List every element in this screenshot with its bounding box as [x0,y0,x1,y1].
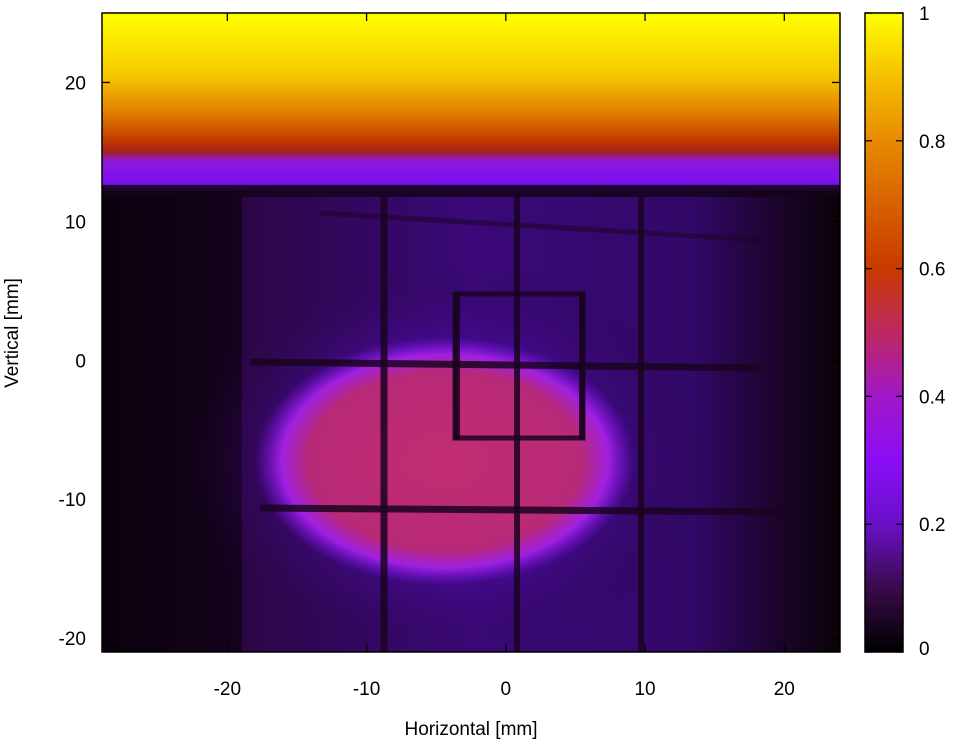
wire-horizontal [319,210,761,243]
x-tick-label: -20 [214,679,241,700]
inner-rectangle [452,291,586,441]
y-tick-label: 20 [65,73,86,94]
grid-wires [249,195,781,652]
x-tick-label: 0 [501,679,512,700]
wire-horizontal [259,504,781,516]
x-ticks: -20 -10 0 10 20 [214,13,795,700]
x-axis-label: Horizontal [mm] [404,719,537,740]
wire-horizontal [249,358,761,372]
y-tick-label: -20 [59,629,86,650]
y-tick-label: 10 [65,212,86,233]
y-ticks: -20 -10 0 10 20 [59,73,840,650]
colorbar-ticks: 0 0.2 0.4 0.6 0.8 1 [865,4,946,660]
colorbar-tick-label: 1 [919,4,930,25]
y-tick-label: -10 [59,490,86,511]
y-tick-label: 0 [75,351,86,372]
top-saturated-band [102,13,840,191]
colorbar-tick-label: 0.6 [919,260,945,281]
y-axis-label: Vertical [mm] [2,278,23,388]
colorbar-tick-label: 0.2 [919,515,945,536]
shadow-band [102,185,840,197]
plot-area [102,13,840,652]
x-tick-label: 10 [634,679,655,700]
x-tick-label: -10 [353,679,380,700]
plot-frame [101,12,841,653]
colorbar-tick-label: 0.4 [919,387,946,408]
colorbar-tick-label: 0.8 [919,132,945,153]
beam-spot [255,337,635,585]
colorbar-tick-label: 0 [919,639,930,660]
x-tick-label: 20 [774,679,795,700]
colorbar [864,12,904,653]
